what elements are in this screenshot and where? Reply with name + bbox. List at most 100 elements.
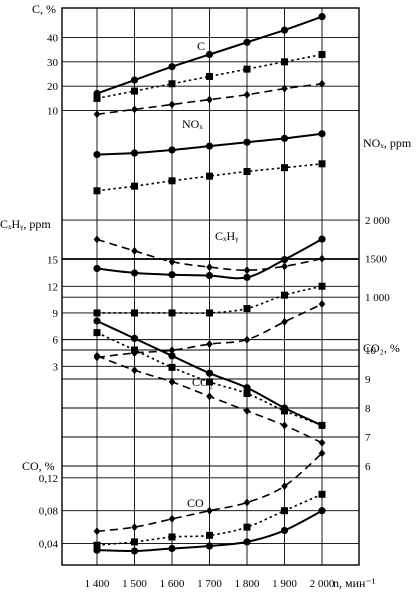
- data-point: [281, 317, 288, 326]
- data-point: [206, 340, 213, 349]
- y-tick-label: 0,12: [39, 473, 58, 485]
- data-point: [280, 526, 289, 535]
- data-point: [93, 351, 101, 360]
- y-tick-label: 10: [365, 345, 377, 357]
- y-tick-label: 9: [53, 308, 59, 320]
- data-point: [168, 100, 176, 109]
- x-tick-label: 2 000: [310, 578, 335, 590]
- data-point: [206, 172, 213, 180]
- data-point: [206, 378, 213, 386]
- data-point: [243, 65, 251, 73]
- y-tick-label: 20: [47, 81, 59, 93]
- data-point: [93, 94, 101, 102]
- data-point: [281, 421, 288, 430]
- data-point: [93, 309, 101, 317]
- data-point: [206, 531, 213, 539]
- data-point: [281, 58, 288, 66]
- data-point: [280, 255, 289, 264]
- data-point: [318, 160, 326, 168]
- data-point: [168, 363, 176, 371]
- data-point: [243, 273, 251, 281]
- data-point: [281, 291, 288, 299]
- data-point: [318, 282, 326, 290]
- data-point: [168, 533, 176, 541]
- y-axis-label: NOₓ, ppm: [363, 136, 412, 150]
- data-point: [131, 87, 138, 95]
- data-point: [168, 514, 176, 523]
- data-point: [131, 538, 138, 546]
- data-point: [206, 263, 213, 272]
- data-point: [205, 271, 214, 280]
- y-tick-label: 6: [365, 461, 371, 473]
- data-point: [243, 266, 251, 275]
- data-point: [168, 257, 176, 266]
- data-point: [205, 50, 214, 59]
- data-point: [168, 271, 176, 279]
- data-point: [281, 407, 288, 415]
- data-point: [168, 544, 176, 553]
- data-point: [243, 384, 251, 392]
- y-tick-label: 30: [47, 57, 59, 69]
- data-point: [318, 507, 326, 515]
- x-tick-label: 1 500: [122, 578, 147, 590]
- y-axis-label: CₓHᵧ, ppm: [0, 217, 51, 231]
- chart-frame: [61, 7, 360, 566]
- x-tick-label: 1 800: [235, 578, 260, 590]
- data-point: [243, 335, 251, 344]
- data-point: [318, 490, 326, 498]
- x-tick-label: 1 900: [272, 578, 297, 590]
- data-point: [93, 235, 101, 244]
- y-tick-label: 7: [365, 432, 371, 444]
- data-point: [243, 168, 251, 176]
- panel-series-label: NOₓ: [182, 117, 203, 131]
- data-point: [131, 182, 138, 190]
- data-point: [243, 523, 251, 531]
- data-point: [168, 352, 176, 360]
- y-tick-label: 1500: [365, 254, 388, 266]
- data-point: [93, 264, 101, 273]
- data-point: [130, 547, 139, 555]
- data-point: [206, 309, 213, 317]
- data-point: [206, 506, 213, 515]
- data-point: [168, 346, 176, 355]
- data-point: [168, 377, 176, 386]
- data-point: [318, 421, 326, 429]
- x-tick-label: 1 700: [197, 578, 222, 590]
- data-point: [205, 542, 214, 550]
- x-tick-label: 1 400: [85, 578, 110, 590]
- data-point: [281, 84, 288, 93]
- y-axis-label: CO₂, %: [363, 341, 400, 355]
- data-point: [243, 138, 251, 146]
- data-point: [281, 164, 288, 172]
- data-point: [131, 246, 138, 255]
- x-tick-label: 1 600: [160, 578, 185, 590]
- y-tick-label: 8: [365, 403, 371, 415]
- data-point: [318, 300, 326, 309]
- data-point: [168, 63, 176, 71]
- panel-series-label: CₓHᵧ: [215, 229, 239, 243]
- axis-labels: 10 20 30 40 C, % C 1 000 1500 2 000 NOₓ, ppm NOₓ 3 6…: [0, 2, 412, 590]
- y-tick-label: 0,08: [39, 506, 59, 518]
- data-point: [206, 95, 213, 104]
- y-tick-label: 0,04: [39, 539, 59, 551]
- data-point: [205, 369, 214, 377]
- data-point: [318, 50, 326, 58]
- data-point: [131, 309, 138, 317]
- data-series: [93, 13, 326, 555]
- x-axis-label: n, мин⁻¹: [333, 576, 376, 590]
- data-point: [131, 346, 138, 354]
- y-tick-label: 6: [53, 335, 59, 347]
- data-point: [168, 146, 176, 154]
- data-point: [206, 392, 213, 401]
- data-point: [130, 149, 139, 157]
- data-point: [130, 76, 139, 84]
- data-point: [318, 438, 326, 447]
- data-point: [281, 262, 288, 271]
- data-point: [206, 72, 213, 80]
- data-point: [243, 406, 251, 415]
- data-point: [131, 366, 138, 375]
- data-point: [318, 130, 326, 138]
- y-tick-label: 12: [47, 281, 58, 293]
- data-point: [93, 110, 101, 119]
- y-tick-label: 40: [47, 32, 59, 44]
